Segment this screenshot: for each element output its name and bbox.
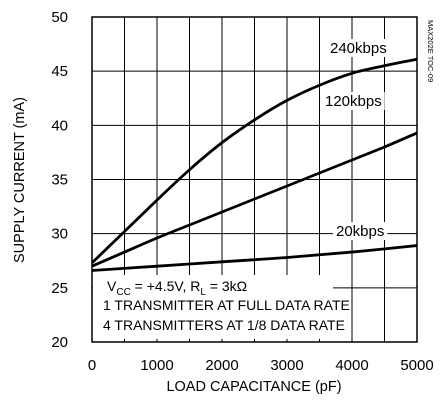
series-label-20kbps: 20kbps (336, 223, 384, 240)
series-line-240kbps (91, 57, 418, 264)
y-tick-label: 30 (51, 226, 68, 243)
y-tick-label: 25 (51, 280, 68, 297)
annotation-transmitters-eighth: 4 TRANSMITTERS AT 1/8 DATA RATE (103, 317, 345, 333)
y-tick-label: 45 (51, 63, 68, 80)
figure-code: MAX202E TOC-09 (426, 20, 435, 82)
plot-frame (91, 16, 418, 343)
x-tick-label: 3000 (270, 357, 303, 374)
annotation-transmitter-full: 1 TRANSMITTER AT FULL DATA RATE (103, 297, 350, 313)
y-axis-label: SUPPLY CURRENT (mA) (12, 97, 28, 263)
series-label-background (322, 92, 385, 110)
series-label-background (327, 39, 390, 57)
series-line-20kbps (91, 244, 418, 272)
series-line-120kbps (91, 131, 418, 268)
x-tick-label: 1000 (140, 357, 173, 374)
series-label-120kbps: 120kbps (325, 93, 382, 110)
series-curves: 240kbps 120kbps 20kbps (91, 39, 418, 272)
y-tick-labels: 20 25 30 35 40 45 50 (51, 9, 68, 351)
x-axis-label: LOAD CAPACITANCE (pF) (166, 379, 341, 395)
y-tick-label: 35 (51, 172, 68, 189)
annotation-background (93, 275, 333, 339)
x-tick-labels: 0 1000 2000 3000 4000 5000 (88, 357, 434, 374)
x-tick-label: 5000 (400, 357, 433, 374)
y-tick-label: 40 (51, 117, 68, 134)
x-tick-label: 4000 (335, 357, 368, 374)
series-label-background (333, 222, 388, 240)
annotation-conditions: VCC = +4.5V, RL = 3kΩ (107, 278, 247, 298)
x-tick-label: 0 (88, 357, 96, 374)
y-tick-label: 20 (51, 334, 68, 351)
x-tick-label: 2000 (205, 357, 238, 374)
y-tick-label: 50 (51, 9, 68, 26)
series-label-240kbps: 240kbps (330, 40, 387, 57)
